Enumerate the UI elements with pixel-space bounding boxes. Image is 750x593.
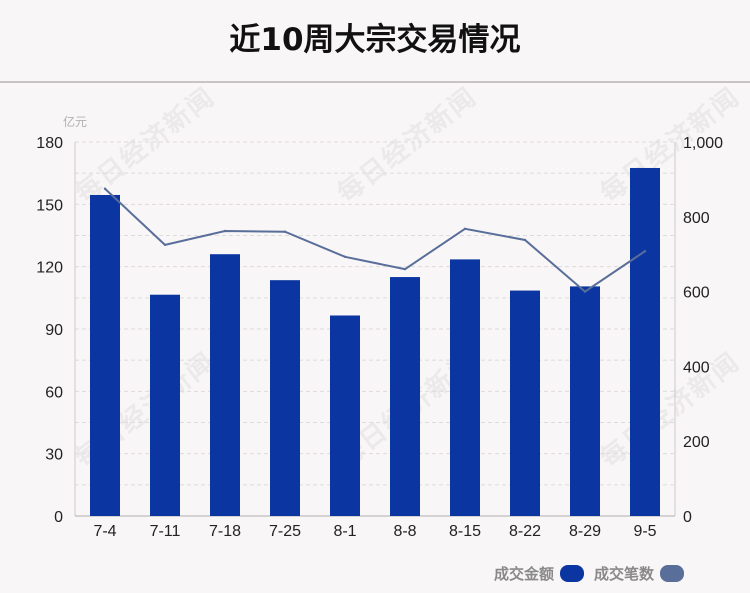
x-tick-label: 7-25 bbox=[269, 523, 301, 540]
x-tick-label: 7-4 bbox=[93, 523, 116, 540]
x-tick-label: 8-15 bbox=[449, 523, 481, 540]
y-left-tick-label: 120 bbox=[36, 260, 63, 277]
x-tick-label: 7-18 bbox=[209, 523, 241, 540]
bar bbox=[90, 194, 120, 516]
y-right-tick-label: 400 bbox=[683, 359, 710, 376]
y-left-tick-label: 0 bbox=[54, 509, 63, 526]
legend-label-amount: 成交金额 bbox=[493, 565, 554, 583]
count-point bbox=[223, 229, 227, 233]
x-tick-label: 8-1 bbox=[333, 523, 356, 540]
count-point bbox=[283, 230, 287, 233]
y-right-tick-label: 1,000 bbox=[683, 135, 723, 152]
bar bbox=[270, 280, 300, 516]
count-line bbox=[104, 188, 646, 293]
count-point bbox=[103, 187, 107, 190]
bar bbox=[330, 315, 360, 516]
y-left-tick-label: 180 bbox=[36, 135, 63, 152]
bar bbox=[390, 277, 420, 516]
legend-item-amount: 成交金额 bbox=[494, 563, 584, 584]
y-left-tick-label: 90 bbox=[45, 322, 63, 339]
x-tick-label: 8-22 bbox=[509, 523, 541, 540]
y-left-tick-label: 30 bbox=[45, 447, 63, 464]
y-right-tick-label: 200 bbox=[683, 434, 710, 451]
chart-title: 近10周大宗交易情况 bbox=[229, 22, 521, 58]
bar bbox=[510, 290, 540, 516]
legend-label-count: 成交笔数 bbox=[593, 565, 654, 583]
y-left-tick-label: 150 bbox=[36, 197, 63, 214]
x-tick-label: 9-5 bbox=[633, 523, 656, 540]
y-right-tick-label: 600 bbox=[683, 285, 710, 302]
count-point bbox=[643, 250, 647, 253]
y-right-tick-label: 800 bbox=[683, 210, 710, 227]
legend-item-count: 成交笔数 bbox=[594, 563, 684, 584]
x-tick-label: 8-29 bbox=[569, 523, 601, 540]
count-point bbox=[523, 238, 527, 242]
title-divider bbox=[0, 81, 750, 83]
count-point bbox=[163, 243, 167, 247]
x-tick-label: 8-8 bbox=[393, 523, 416, 540]
legend-swatch-count bbox=[660, 565, 684, 582]
bar bbox=[150, 294, 180, 516]
bar bbox=[210, 254, 240, 516]
y-right-tick-label: 0 bbox=[683, 509, 692, 526]
legend-swatch-amount bbox=[559, 565, 584, 582]
bar bbox=[570, 286, 600, 516]
count-point bbox=[343, 255, 347, 259]
y-left-tick-label: 60 bbox=[45, 384, 63, 401]
bar bbox=[630, 167, 660, 516]
count-point bbox=[403, 267, 407, 271]
count-point bbox=[583, 290, 587, 293]
y-left-unit: 亿元 bbox=[63, 114, 87, 129]
bar bbox=[450, 259, 480, 516]
x-tick-label: 7-11 bbox=[150, 523, 181, 540]
legend: 成交金额 成交笔数 bbox=[494, 563, 684, 584]
count-point bbox=[463, 227, 467, 230]
